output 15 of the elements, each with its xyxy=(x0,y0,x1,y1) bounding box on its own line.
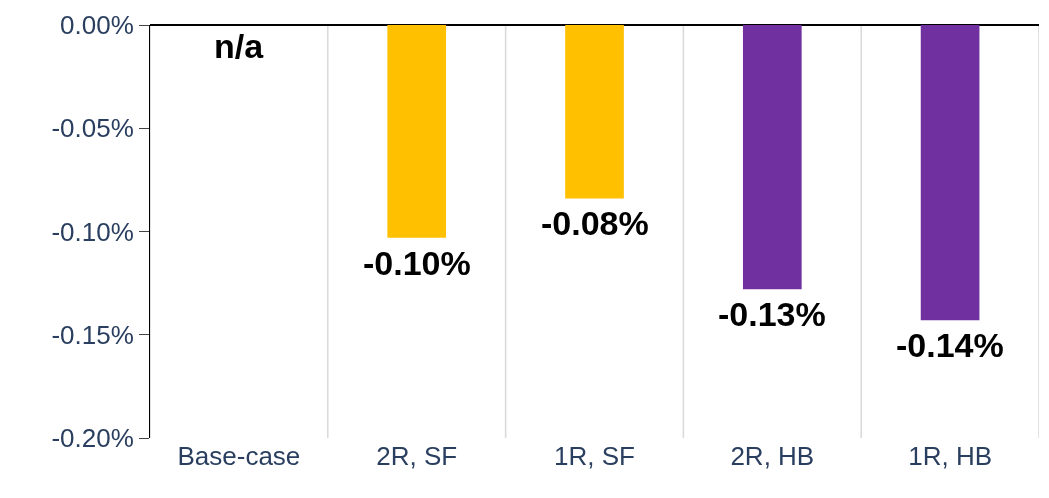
data-label: -0.14% xyxy=(896,326,1004,364)
text: n/a xyxy=(214,27,264,65)
x-tick-label: 2R, SF xyxy=(376,441,458,471)
y-tick-label: -0.10% xyxy=(51,216,134,247)
y-tick-label: 0.00% xyxy=(60,10,134,41)
y-tick-label: -0.05% xyxy=(51,113,134,144)
data-label: -0.10% xyxy=(363,244,471,282)
x-tick-label: Base-case xyxy=(177,441,301,471)
x-tick-label: 1R, HB xyxy=(908,441,993,471)
y-tick-label: -0.20% xyxy=(51,423,134,454)
data-label: -0.13% xyxy=(718,295,826,333)
x-tick-label: 2R, HB xyxy=(730,441,815,471)
x-tick-label: 1R, SF xyxy=(554,441,635,471)
data-label: -0.08% xyxy=(541,204,649,242)
y-tick-label: -0.15% xyxy=(51,319,134,350)
